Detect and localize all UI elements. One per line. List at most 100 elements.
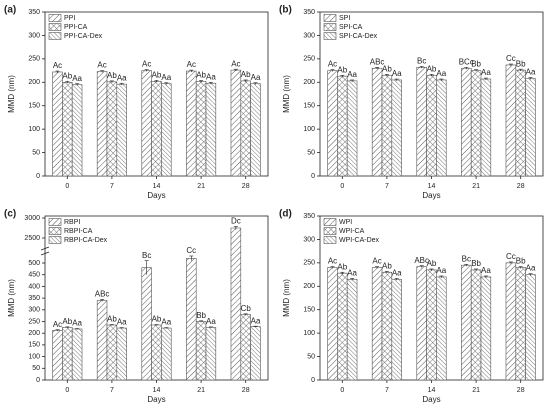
bar [416,66,427,177]
y-tick-label: 250 [303,260,315,267]
bar [426,269,437,381]
panel-label: (b) [279,5,292,16]
y-tick-label: 200 [303,283,315,290]
y-tick-label: 350 [303,213,315,220]
significance-letter: Aa [436,266,446,275]
bar [461,264,472,381]
significance-letter: Ab [427,259,437,268]
bar [346,278,358,381]
significance-letter: Aa [481,266,491,275]
y-tick-label: 50 [32,365,40,372]
bar [391,79,402,177]
bar [230,227,242,381]
bar [515,69,526,177]
x-tick-label: 21 [197,183,205,190]
bar [205,327,217,381]
legend-label: RBPI [64,219,80,226]
x-tick-label: 28 [517,183,525,190]
significance-letter: Ab [152,315,162,324]
significance-letter: Cb [241,304,252,313]
x-tick-label: 21 [472,387,480,394]
significance-letter: ABc [95,290,110,299]
bar [71,84,83,177]
significance-letter: Bb [471,60,481,69]
x-tick-label: 14 [428,387,436,394]
bar [151,324,162,381]
y-tick-label: 50 [32,149,40,156]
bar [52,71,63,177]
legend-swatch [323,23,337,31]
y-tick-label: 150 [303,307,315,314]
bar [436,276,447,381]
bar [416,266,427,381]
y-tick-label: 50 [307,149,315,156]
bar [230,69,242,177]
significance-letter: Ac [328,60,337,69]
bar [525,274,536,381]
bar [480,78,492,177]
bar [205,82,217,177]
bar [250,326,261,381]
bar [480,276,492,381]
x-tick-label: 14 [153,387,161,394]
legend-swatch [48,236,62,244]
significance-letter: Bc [462,254,471,263]
bar [62,327,73,381]
legend-label: PPI-CA [64,24,88,31]
significance-letter: Ab [62,317,72,326]
significance-letter: Aa [161,318,171,327]
y-tick-label: 200 [303,79,315,86]
y-tick-label: 400 [28,283,40,290]
significance-letter: Ac [187,60,196,69]
bar [186,258,197,381]
significance-letter: Ab [62,71,72,80]
bar [116,83,127,177]
bar [327,70,338,177]
y-tick-label: 300 [28,32,40,39]
legend-label: RBPI-CA-Dex [64,237,108,244]
significance-letter: Aa [436,69,446,78]
significance-letter: Bb [516,59,526,68]
y-tick-label: 100 [303,330,315,337]
significance-letter: Bc [417,56,426,65]
bar [346,80,358,177]
x-tick-label: 7 [385,387,389,394]
significance-letter: Ab [107,315,117,324]
y-tick-label: 50 [307,353,315,360]
significance-letter: BCc [459,57,474,66]
bar [470,70,482,177]
bar [62,81,73,177]
y-tick-label: 250 [28,56,40,63]
legend-label: WPI-CA-Dex [339,237,380,244]
legend-label: WPI-CA [339,228,365,235]
panel-label: (a) [4,5,16,16]
x-tick-label: 7 [110,183,114,190]
significance-letter: Cc [186,246,196,255]
x-tick-label: 7 [385,183,389,190]
y-tick-label: 300 [303,236,315,243]
y-tick-label: 2500 [24,235,40,242]
legend-swatch [323,32,337,40]
y-tick-label: 300 [303,32,315,39]
y-axis-label: MMD (nm) [282,75,291,113]
y-tick-label: 150 [28,103,40,110]
significance-letter: Cc [506,54,516,63]
bar [381,74,393,177]
legend-label: PPI [64,15,75,22]
y-tick-label: 350 [28,295,40,302]
bar [515,267,526,381]
legend-label: SPI-CA-Dex [339,33,378,40]
bar [240,80,251,177]
x-tick-label: 0 [65,183,69,190]
x-tick-label: 28 [242,387,250,394]
x-tick-label: 21 [472,183,480,190]
panel-label: (c) [4,209,16,220]
x-tick-label: 0 [340,387,344,394]
significance-letter: Aa [526,264,536,273]
significance-letter: Bc [142,251,151,260]
x-tick-label: 28 [517,387,525,394]
significance-letter: Ac [142,60,151,69]
bar [381,271,393,381]
significance-letter: Ab [241,70,251,79]
